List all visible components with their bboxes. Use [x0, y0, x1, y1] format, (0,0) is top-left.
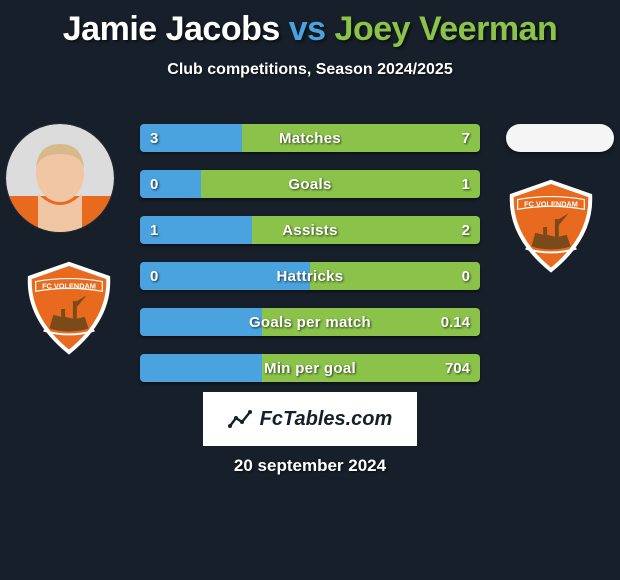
- player1-avatar: [6, 124, 114, 232]
- bar-label: Min per goal: [140, 354, 480, 382]
- subtitle: Club competitions, Season 2024/2025: [0, 61, 620, 79]
- vs-text: vs: [289, 10, 326, 48]
- bar-label: Matches: [140, 124, 480, 152]
- player2-name: Joey Veerman: [335, 10, 558, 48]
- bar-right-value: 0.14: [441, 308, 470, 336]
- bar-right-value: 7: [462, 124, 470, 152]
- player2-avatar: [506, 124, 614, 152]
- bar-row: 0 Goals 1: [140, 170, 480, 198]
- bar-right-value: 1: [462, 170, 470, 198]
- bar-label: Hattricks: [140, 262, 480, 290]
- player2-club-badge: FC VOLENDAM: [502, 176, 600, 274]
- bar-label: Goals per match: [140, 308, 480, 336]
- fctables-label: FcTables.com: [260, 408, 393, 431]
- bar-label: Assists: [140, 216, 480, 244]
- bar-row: Min per goal 704: [140, 354, 480, 382]
- comparison-title: Jamie Jacobs vs Joey Veerman: [0, 0, 620, 49]
- bar-row: 1 Assists 2: [140, 216, 480, 244]
- bar-right-value: 704: [445, 354, 470, 382]
- comparison-bars: 3 Matches 7 0 Goals 1 1 Assists 2 0 Hatt…: [140, 124, 480, 400]
- bar-right-value: 2: [462, 216, 470, 244]
- bar-row: Goals per match 0.14: [140, 308, 480, 336]
- player1-club-badge: FC VOLENDAM: [20, 258, 118, 356]
- svg-text:FC VOLENDAM: FC VOLENDAM: [524, 199, 578, 208]
- player1-name: Jamie Jacobs: [63, 10, 280, 48]
- svg-text:FC VOLENDAM: FC VOLENDAM: [42, 281, 96, 290]
- fctables-watermark: FcTables.com: [203, 392, 417, 446]
- bar-row: 3 Matches 7: [140, 124, 480, 152]
- bar-right-value: 0: [462, 262, 470, 290]
- bar-row: 0 Hattricks 0: [140, 262, 480, 290]
- snapshot-date: 20 september 2024: [0, 456, 620, 476]
- bar-label: Goals: [140, 170, 480, 198]
- fctables-icon: [228, 406, 254, 432]
